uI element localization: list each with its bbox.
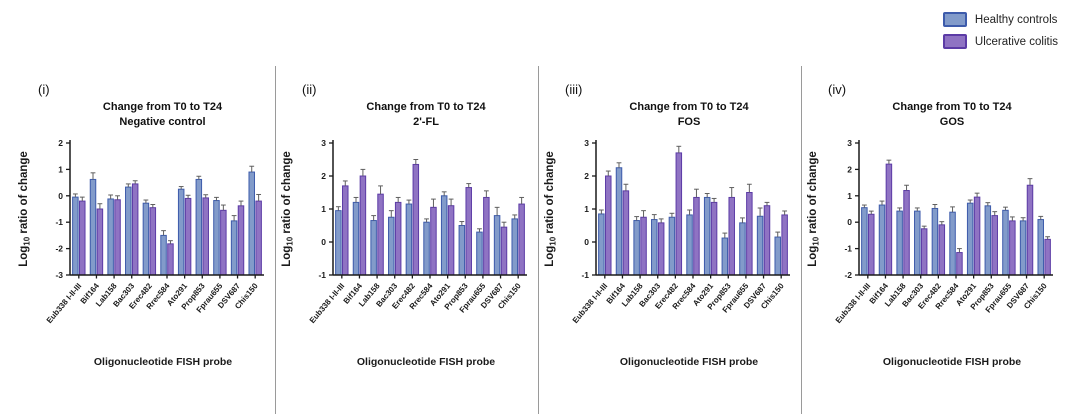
chart-title-line1: Change from T0 to T24	[892, 101, 1012, 113]
legend-item-healthy-controls: Healthy controls	[942, 12, 1058, 27]
panel-negative-control: (i) Change from T0 to T24 Negative contr…	[12, 66, 275, 414]
svg-text:Oligonucleotide FISH probe: Oligonucleotide FISH probe	[883, 356, 1021, 368]
svg-text:-2: -2	[844, 270, 852, 280]
svg-text:0: 0	[321, 237, 326, 247]
svg-text:Eub338 I-II-III: Eub338 I-II-III	[44, 281, 83, 325]
bar-chart-gos: -2 -1 0 1 2 3 Log10 ratio of change Eub338 I-II…	[807, 138, 1053, 368]
svg-text:Log10 ratio of change: Log10 ratio of change	[281, 151, 295, 267]
svg-text:Eub338 I-II-III: Eub338 I-II-III	[834, 281, 873, 325]
svg-text:0: 0	[847, 217, 852, 227]
panel-2fl: (ii) Change from T0 to T24 2'-FL -1 0 1 2 3 L…	[275, 66, 538, 414]
panel-index-label: (iv)	[828, 82, 847, 97]
chart-title-line1: Change from T0 to T24	[102, 101, 223, 113]
figure-panels: (i) Change from T0 to T24 Negative contr…	[12, 66, 1064, 414]
svg-text:3: 3	[847, 138, 852, 148]
panel-index-label: (i)	[38, 82, 50, 97]
svg-text:Log10 ratio of change: Log10 ratio of change	[18, 151, 32, 267]
svg-text:2: 2	[58, 138, 63, 148]
svg-text:2: 2	[847, 164, 852, 174]
panel-gos: (iv) Change from T0 to T24 GOS -2 -1 0 1 2 3 L…	[801, 66, 1064, 414]
svg-text:2: 2	[321, 171, 326, 181]
svg-text:1: 1	[321, 204, 326, 214]
chart-title-line2: FOS	[677, 116, 701, 129]
figure-legend: Healthy controls Ulcerative colitis	[942, 12, 1058, 49]
svg-text:0: 0	[584, 237, 589, 247]
svg-text:2: 2	[584, 171, 589, 181]
chart-title: Change from T0 to T24 FOS	[539, 100, 801, 131]
healthy-controls-swatch	[942, 12, 967, 27]
svg-text:Eub338 I-II-III: Eub338 I-II-III	[571, 281, 610, 325]
bar-chart-fos: -1 0 1 2 3 Log10 ratio of change Eub338 I-II-I…	[544, 138, 790, 368]
svg-text:Oligonucleotide FISH probe: Oligonucleotide FISH probe	[93, 356, 231, 368]
legend-label: Ulcerative colitis	[974, 35, 1058, 48]
svg-text:-1: -1	[844, 243, 852, 253]
svg-text:Oligonucleotide FISH probe: Oligonucleotide FISH probe	[620, 356, 758, 368]
svg-text:Oligonucleotide FISH probe: Oligonucleotide FISH probe	[357, 356, 495, 368]
svg-text:1: 1	[58, 164, 63, 174]
legend-label: Healthy controls	[974, 13, 1058, 26]
svg-text:Eub338 I-II-III: Eub338 I-II-III	[308, 281, 347, 325]
svg-text:-1: -1	[55, 217, 63, 227]
bar-chart-negative-control: -3 -2 -1 0 1 2 Log10 ratio of change Eub338 I-I…	[18, 138, 264, 368]
svg-text:3: 3	[321, 138, 326, 148]
chart-title-line1: Change from T0 to T24	[629, 101, 749, 113]
chart-title-line2: Negative control	[119, 116, 206, 129]
chart-title: Change from T0 to T24 2'-FL	[276, 100, 538, 131]
chart-title-line1: Change from T0 to T24	[366, 101, 486, 113]
svg-text:-1: -1	[581, 270, 589, 280]
chart-title-line2: 2'-FL	[413, 116, 439, 129]
chart-title: Change from T0 to T24 Negative control	[12, 100, 275, 131]
svg-text:-2: -2	[55, 243, 63, 253]
svg-text:-3: -3	[55, 270, 63, 280]
svg-text:0: 0	[58, 191, 63, 201]
svg-text:-1: -1	[318, 270, 326, 280]
bar-chart-2fl: -1 0 1 2 3 Log10 ratio of change Eub338 I-II-I…	[281, 138, 527, 368]
svg-text:Log10 ratio of change: Log10 ratio of change	[807, 151, 821, 267]
svg-text:Log10 ratio of change: Log10 ratio of change	[544, 151, 558, 267]
svg-text:1: 1	[584, 204, 589, 214]
chart-title: Change from T0 to T24 GOS	[802, 100, 1064, 131]
legend-item-ulcerative-colitis: Ulcerative colitis	[942, 34, 1058, 49]
panel-index-label: (ii)	[302, 82, 317, 97]
svg-text:1: 1	[847, 191, 852, 201]
svg-text:3: 3	[584, 138, 589, 148]
chart-title-line2: GOS	[939, 116, 965, 129]
panel-index-label: (iii)	[565, 82, 583, 97]
panel-fos: (iii) Change from T0 to T24 FOS -1 0 1 2 3 Lo…	[538, 66, 801, 414]
ulcerative-colitis-swatch	[942, 34, 967, 49]
